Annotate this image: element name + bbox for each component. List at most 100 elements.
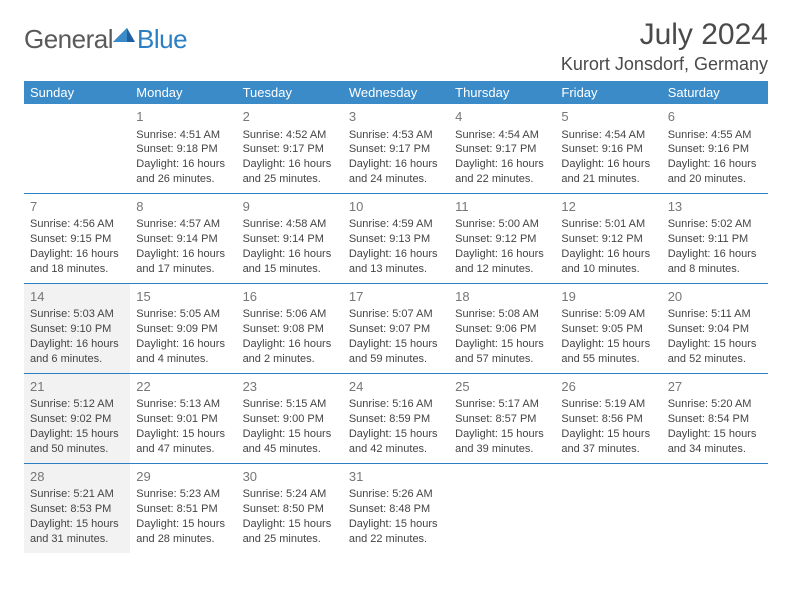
sunrise-line: Sunrise: 5:09 AM <box>561 307 655 322</box>
calendar-cell: 3 Sunrise: 4:53 AMSunset: 9:17 PMDaylight… <box>343 104 449 193</box>
sunset-line: Sunset: 9:12 PM <box>455 232 549 247</box>
day-number: 31 <box>349 468 443 486</box>
calendar-cell: 28Sunrise: 5:21 AMSunset: 8:53 PMDayligh… <box>24 463 130 552</box>
daylight-line: Daylight: 16 hours and 21 minutes. <box>561 157 655 187</box>
sunset-line: Sunset: 9:17 PM <box>349 142 443 157</box>
sunset-line: Sunset: 9:16 PM <box>561 142 655 157</box>
weekday-header-row: SundayMondayTuesdayWednesdayThursdayFrid… <box>24 81 768 104</box>
calendar-cell: 1Sunrise: 4:51 AMSunset: 9:18 PMDaylight… <box>130 104 236 193</box>
day-number: 21 <box>30 378 124 396</box>
daylight-line: Daylight: 16 hours and 2 minutes. <box>243 337 337 367</box>
sunset-line: Sunset: 9:04 PM <box>668 322 762 337</box>
sunrise-line: Sunrise: 4:58 AM <box>243 217 337 232</box>
sunset-line: Sunset: 9:01 PM <box>136 412 230 427</box>
calendar-cell: 9Sunrise: 4:58 AMSunset: 9:14 PMDaylight… <box>237 193 343 283</box>
day-number: 11 <box>455 198 549 216</box>
day-number: 18 <box>455 288 549 306</box>
day-number: 14 <box>30 288 124 306</box>
sunset-line: Sunset: 9:08 PM <box>243 322 337 337</box>
sunset-line: Sunset: 8:53 PM <box>30 502 124 517</box>
sunset-line: Sunset: 9:17 PM <box>455 142 549 157</box>
location: Kurort Jonsdorf, Germany <box>561 54 768 75</box>
calendar-cell: 12Sunrise: 5:01 AMSunset: 9:12 PMDayligh… <box>555 193 661 283</box>
sunrise-line: Sunrise: 5:06 AM <box>243 307 337 322</box>
sunrise-line: Sunrise: 4:55 AM <box>668 128 762 143</box>
calendar-cell: 18Sunrise: 5:08 AMSunset: 9:06 PMDayligh… <box>449 283 555 373</box>
calendar-cell <box>449 463 555 552</box>
day-number: 23 <box>243 378 337 396</box>
weekday-header: Saturday <box>662 81 768 104</box>
day-number: 7 <box>30 198 124 216</box>
sunset-line: Sunset: 9:12 PM <box>561 232 655 247</box>
day-number: 8 <box>136 198 230 216</box>
calendar-cell: 26Sunrise: 5:19 AMSunset: 8:56 PMDayligh… <box>555 373 661 463</box>
calendar-cell: 27Sunrise: 5:20 AMSunset: 8:54 PMDayligh… <box>662 373 768 463</box>
daylight-line: Daylight: 16 hours and 24 minutes. <box>349 157 443 187</box>
sunrise-line: Sunrise: 5:00 AM <box>455 217 549 232</box>
sunset-line: Sunset: 8:51 PM <box>136 502 230 517</box>
calendar-cell: 30Sunrise: 5:24 AMSunset: 8:50 PMDayligh… <box>237 463 343 552</box>
daylight-line: Daylight: 16 hours and 4 minutes. <box>136 337 230 367</box>
day-number: 3 <box>349 108 443 126</box>
sunrise-line: Sunrise: 5:02 AM <box>668 217 762 232</box>
day-number: 9 <box>243 198 337 216</box>
day-number: 17 <box>349 288 443 306</box>
day-number: 19 <box>561 288 655 306</box>
day-number: 15 <box>136 288 230 306</box>
day-number: 28 <box>30 468 124 486</box>
sunset-line: Sunset: 9:18 PM <box>136 142 230 157</box>
daylight-line: Daylight: 15 hours and 57 minutes. <box>455 337 549 367</box>
sunset-line: Sunset: 8:57 PM <box>455 412 549 427</box>
sunset-line: Sunset: 9:07 PM <box>349 322 443 337</box>
sunrise-line: Sunrise: 5:19 AM <box>561 397 655 412</box>
day-number: 12 <box>561 198 655 216</box>
calendar-cell <box>662 463 768 552</box>
sunset-line: Sunset: 9:11 PM <box>668 232 762 247</box>
calendar-cell: 23Sunrise: 5:15 AMSunset: 9:00 PMDayligh… <box>237 373 343 463</box>
sunset-line: Sunset: 8:50 PM <box>243 502 337 517</box>
daylight-line: Daylight: 16 hours and 13 minutes. <box>349 247 443 277</box>
calendar-cell: 10Sunrise: 4:59 AMSunset: 9:13 PMDayligh… <box>343 193 449 283</box>
calendar-cell: 31Sunrise: 5:26 AMSunset: 8:48 PMDayligh… <box>343 463 449 552</box>
sunrise-line: Sunrise: 5:07 AM <box>349 307 443 322</box>
sunset-line: Sunset: 9:09 PM <box>136 322 230 337</box>
day-number: 2 <box>243 108 337 126</box>
sunrise-line: Sunrise: 5:01 AM <box>561 217 655 232</box>
day-number: 26 <box>561 378 655 396</box>
sunrise-line: Sunrise: 4:59 AM <box>349 217 443 232</box>
day-number: 10 <box>349 198 443 216</box>
sunset-line: Sunset: 9:14 PM <box>136 232 230 247</box>
sunrise-line: Sunrise: 5:12 AM <box>30 397 124 412</box>
daylight-line: Daylight: 16 hours and 15 minutes. <box>243 247 337 277</box>
sunrise-line: Sunrise: 5:20 AM <box>668 397 762 412</box>
day-number: 22 <box>136 378 230 396</box>
sunrise-line: Sunrise: 5:17 AM <box>455 397 549 412</box>
day-number: 4 <box>455 108 549 126</box>
sunrise-line: Sunrise: 4:53 AM <box>349 128 443 143</box>
daylight-line: Daylight: 15 hours and 25 minutes. <box>243 517 337 547</box>
calendar-week-row: 21Sunrise: 5:12 AMSunset: 9:02 PMDayligh… <box>24 373 768 463</box>
day-number: 1 <box>136 108 230 126</box>
calendar-cell: 8Sunrise: 4:57 AMSunset: 9:14 PMDaylight… <box>130 193 236 283</box>
title-block: July 2024 Kurort Jonsdorf, Germany <box>561 18 768 75</box>
calendar-cell: 24Sunrise: 5:16 AMSunset: 8:59 PMDayligh… <box>343 373 449 463</box>
calendar-cell: 20Sunrise: 5:11 AMSunset: 9:04 PMDayligh… <box>662 283 768 373</box>
daylight-line: Daylight: 16 hours and 26 minutes. <box>136 157 230 187</box>
sunrise-line: Sunrise: 5:05 AM <box>136 307 230 322</box>
calendar-cell: 6Sunrise: 4:55 AMSunset: 9:16 PMDaylight… <box>662 104 768 193</box>
sunset-line: Sunset: 8:54 PM <box>668 412 762 427</box>
day-number: 27 <box>668 378 762 396</box>
daylight-line: Daylight: 15 hours and 34 minutes. <box>668 427 762 457</box>
calendar-cell: 14Sunrise: 5:03 AMSunset: 9:10 PMDayligh… <box>24 283 130 373</box>
daylight-line: Daylight: 16 hours and 10 minutes. <box>561 247 655 277</box>
calendar-cell: 21Sunrise: 5:12 AMSunset: 9:02 PMDayligh… <box>24 373 130 463</box>
daylight-line: Daylight: 16 hours and 18 minutes. <box>30 247 124 277</box>
sunrise-line: Sunrise: 5:24 AM <box>243 487 337 502</box>
daylight-line: Daylight: 15 hours and 37 minutes. <box>561 427 655 457</box>
weekday-header: Sunday <box>24 81 130 104</box>
sunset-line: Sunset: 9:10 PM <box>30 322 124 337</box>
logo-text-blue: Blue <box>137 24 187 55</box>
logo-icon <box>113 26 135 49</box>
sunrise-line: Sunrise: 5:08 AM <box>455 307 549 322</box>
calendar-body: 1Sunrise: 4:51 AMSunset: 9:18 PMDaylight… <box>24 104 768 553</box>
